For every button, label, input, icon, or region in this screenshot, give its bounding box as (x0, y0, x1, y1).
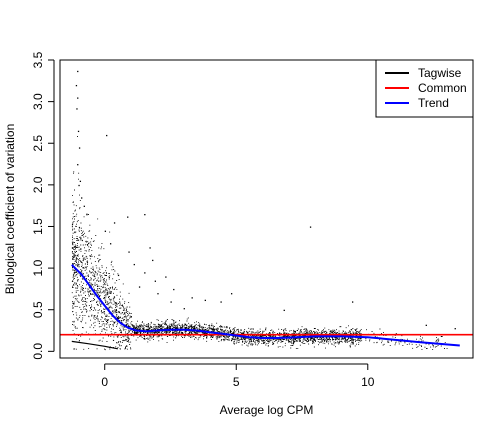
x-axis: 0 5 10 (101, 363, 375, 389)
legend: Tagwise Common Trend (375, 59, 474, 118)
tagwise-point (133, 263, 135, 266)
tagwise-point (230, 293, 233, 295)
plot-frame (59, 59, 474, 359)
tagwise-point (106, 134, 108, 137)
legend-label-tagwise: Tagwise (418, 66, 462, 80)
tagwise-point (79, 180, 82, 182)
tagwise-point (144, 213, 146, 216)
tagwise-point (454, 328, 456, 330)
tagwise-point (283, 309, 285, 312)
x-tick-label: 10 (361, 375, 375, 389)
y-tick-label: 2.0 (31, 176, 45, 193)
tagwise-point (81, 197, 83, 199)
y-tick-label: 3.0 (31, 93, 45, 110)
tagwise-point (83, 205, 85, 207)
y-tick-label: 1.0 (31, 259, 45, 276)
tagwise-point (77, 70, 79, 73)
tagwise-point (183, 308, 185, 310)
y-tick-label: 3.5 (31, 51, 45, 68)
x-tick-label: 5 (233, 375, 240, 389)
y-axis: 0.0 0.5 1.0 1.5 2.0 2.5 3.0 3.5 (31, 51, 55, 360)
tagwise-point (152, 259, 154, 262)
tagwise-points (71, 136, 448, 351)
tagwise-point (109, 243, 112, 245)
tagwise-point (220, 301, 222, 303)
tagwise-point (113, 222, 116, 224)
tagwise-point (165, 276, 167, 278)
tagwise-point (78, 147, 81, 149)
tagwise-point (77, 130, 80, 133)
tagwise-point (191, 297, 193, 299)
y-tick-label: 2.5 (31, 135, 45, 152)
tagwise-point (309, 226, 312, 228)
tagwise-point (154, 280, 157, 282)
y-tick-label: 1.5 (31, 218, 45, 235)
y-tick-label: 0.0 (31, 343, 45, 360)
tagwise-point (204, 299, 206, 302)
tagwise-outliers (75, 70, 456, 330)
tagwise-point (128, 251, 130, 253)
tagwise-point (104, 230, 107, 232)
tagwise-point (86, 213, 88, 216)
trend-line (71, 264, 460, 347)
tagwise-point (127, 216, 129, 218)
tagwise-point (77, 164, 79, 166)
legend-label-common: Common (418, 81, 467, 95)
y-tick-label: 0.5 (31, 301, 45, 318)
tagwise-point (138, 286, 141, 288)
y-axis-label: Biological coefficient of variation (3, 124, 17, 295)
tagwise-point (117, 274, 120, 277)
legend-label-trend: Trend (418, 96, 449, 110)
x-axis-label: Average log CPM (220, 403, 314, 417)
tagwise-point (170, 301, 172, 303)
tagwise-point (144, 272, 146, 274)
tagwise-point (173, 288, 175, 291)
tagwise-point (78, 184, 80, 187)
tagwise-point (77, 97, 79, 99)
tagwise-point (425, 324, 427, 327)
tagwise-point (157, 293, 159, 295)
tagwise-point (149, 247, 151, 249)
tagwise-point (351, 301, 354, 303)
tagwise-point (76, 108, 78, 110)
tagwise-lower-segment (71, 340, 119, 350)
tagwise-point-cloud (71, 136, 448, 351)
tagwise-point (75, 84, 78, 87)
x-tick-label: 0 (101, 375, 108, 389)
